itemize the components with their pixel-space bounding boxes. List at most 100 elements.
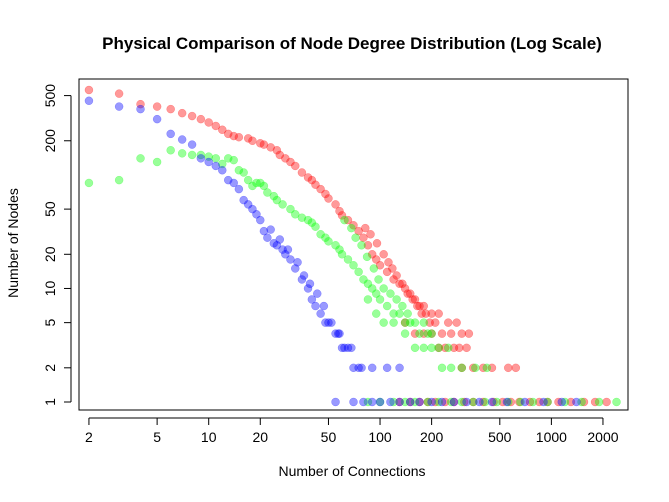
data-point	[272, 241, 282, 250]
data-point	[539, 397, 548, 407]
data-point	[369, 264, 379, 273]
data-point	[136, 154, 145, 163]
data-point	[382, 267, 392, 277]
data-point	[218, 159, 227, 169]
data-point	[340, 343, 349, 353]
data-point	[560, 397, 570, 407]
data-point	[506, 397, 516, 407]
data-point	[371, 255, 381, 264]
data-point	[278, 200, 287, 209]
data-point	[152, 102, 162, 111]
data-point	[612, 397, 621, 407]
data-point	[307, 175, 317, 185]
data-point	[331, 329, 340, 338]
data-point	[515, 397, 524, 407]
data-point	[114, 175, 124, 185]
data-point	[312, 289, 322, 298]
data-point	[234, 165, 244, 175]
data-point	[363, 241, 373, 250]
x-axis: 2 5 10 20 50 100 200 500 1000 2000	[85, 417, 619, 445]
y-tick-label: 1	[42, 398, 58, 406]
data-point	[434, 309, 443, 318]
y-axis-label: Number of Nodes	[5, 188, 21, 298]
data-point	[452, 318, 461, 327]
data-point	[366, 230, 375, 239]
data-point	[457, 329, 467, 338]
data-point	[166, 145, 175, 155]
data-point	[196, 154, 206, 163]
data-point	[408, 295, 417, 304]
data-point	[389, 397, 398, 407]
data-point	[367, 250, 377, 259]
data-point	[316, 309, 325, 318]
data-point	[343, 343, 353, 353]
data-point	[211, 161, 221, 171]
data-point	[502, 397, 512, 407]
data-point	[275, 150, 285, 160]
data-point	[446, 329, 456, 338]
data-point	[434, 397, 443, 407]
data-point	[340, 215, 349, 225]
data-point	[423, 329, 433, 338]
data-point	[382, 301, 392, 311]
data-point	[259, 181, 269, 191]
data-point	[359, 275, 368, 284]
data-point	[136, 104, 145, 114]
data-point	[419, 301, 429, 311]
data-point	[347, 343, 356, 353]
data-point	[427, 309, 436, 318]
data-point	[375, 261, 385, 270]
data-point	[303, 173, 313, 182]
data-point	[316, 230, 325, 239]
data-point	[187, 140, 197, 149]
data-point	[462, 397, 471, 407]
data-point	[223, 154, 233, 163]
data-point	[248, 181, 257, 191]
data-point	[410, 318, 420, 327]
data-point	[259, 226, 269, 236]
data-point	[446, 397, 456, 407]
data-point	[462, 343, 471, 353]
data-point	[410, 343, 420, 353]
data-point	[389, 318, 398, 327]
data-point	[263, 233, 272, 242]
data-point	[405, 318, 415, 327]
data-point	[278, 245, 287, 254]
data-point	[303, 215, 313, 225]
data-point	[321, 233, 330, 242]
data-point	[362, 252, 372, 262]
data-point	[204, 152, 213, 161]
data-point	[371, 309, 381, 318]
data-point	[335, 245, 344, 254]
data-point	[84, 178, 94, 188]
data-point	[256, 139, 265, 148]
data-point	[386, 289, 395, 298]
data-point	[204, 157, 213, 167]
data-point	[291, 264, 300, 273]
data-point	[363, 279, 373, 289]
data-point	[361, 223, 370, 233]
data-point	[347, 223, 356, 233]
data-point	[379, 284, 388, 293]
data-point	[286, 157, 295, 167]
data-point	[405, 289, 415, 298]
data-point	[177, 135, 187, 144]
plot-frame	[78, 78, 629, 411]
data-point	[475, 397, 484, 407]
data-point	[357, 363, 366, 373]
data-point	[291, 210, 300, 219]
data-point	[543, 397, 552, 407]
data-point	[367, 284, 377, 293]
data-point	[321, 189, 330, 199]
data-point	[382, 363, 392, 373]
y-tick-label: 20	[42, 246, 58, 262]
data-point	[594, 397, 604, 407]
data-point	[492, 397, 502, 407]
data-point	[311, 301, 320, 311]
data-point	[166, 104, 175, 114]
data-point	[392, 271, 401, 280]
series-0	[84, 85, 611, 407]
data-point	[324, 318, 333, 327]
data-point	[243, 200, 253, 209]
